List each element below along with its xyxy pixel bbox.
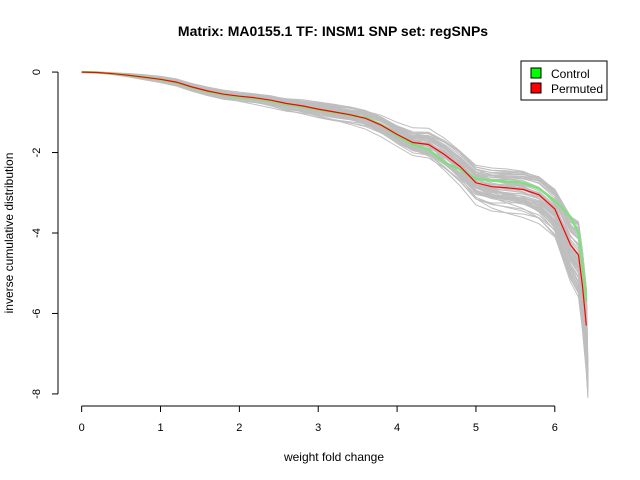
legend: Control Permuted — [520, 60, 608, 101]
background-curve — [81, 71, 589, 386]
x-axis-label: weight fold change — [283, 450, 384, 464]
x-tick-label: 4 — [394, 422, 400, 434]
y-tick-label: -4 — [31, 228, 43, 238]
background-curve — [81, 71, 589, 382]
background-curve — [81, 71, 589, 385]
series-lines — [81, 70, 588, 326]
x-tick-label: 1 — [157, 422, 163, 434]
y-tick-label: -6 — [31, 309, 43, 319]
background-curve — [81, 71, 589, 384]
legend-swatch-control — [530, 67, 542, 79]
background-curve — [81, 71, 589, 382]
legend-label-permuted: Permuted — [551, 82, 603, 96]
background-curve — [81, 71, 589, 385]
background-curve — [81, 71, 589, 387]
x-tick-label: 2 — [236, 422, 242, 434]
background-curve — [81, 71, 589, 382]
background-curve — [81, 71, 589, 382]
series-line-permuted — [81, 71, 587, 326]
background-curve — [81, 71, 589, 386]
background-curve — [81, 71, 589, 373]
background-curve — [81, 71, 589, 382]
background-curve — [81, 71, 589, 386]
background-curve — [81, 71, 589, 381]
background-curve — [81, 71, 589, 382]
background-curve — [81, 71, 589, 396]
x-tick-label: 0 — [79, 422, 85, 434]
x-tick-label: 5 — [473, 422, 479, 434]
legend-swatch-permuted — [530, 82, 542, 94]
background-curve — [81, 71, 589, 386]
legend-label-control: Control — [551, 67, 590, 81]
y-tick-label: -8 — [31, 389, 43, 399]
axes: 0 1 2 3 4 5 6 0 -2 -4 -6 -8 — [31, 69, 558, 434]
background-curve — [81, 71, 589, 384]
y-tick-label: 0 — [31, 69, 43, 75]
background-curves — [81, 71, 589, 398]
x-tick-label: 3 — [315, 422, 321, 434]
background-curve — [81, 71, 589, 385]
x-tick-label: 6 — [552, 422, 558, 434]
y-axis-label: inverse cumulative distribution — [2, 153, 16, 314]
chart-title: Matrix: MA0155.1 TF: INSM1 SNP set: regS… — [178, 23, 488, 39]
y-tick-label: -2 — [31, 148, 43, 158]
